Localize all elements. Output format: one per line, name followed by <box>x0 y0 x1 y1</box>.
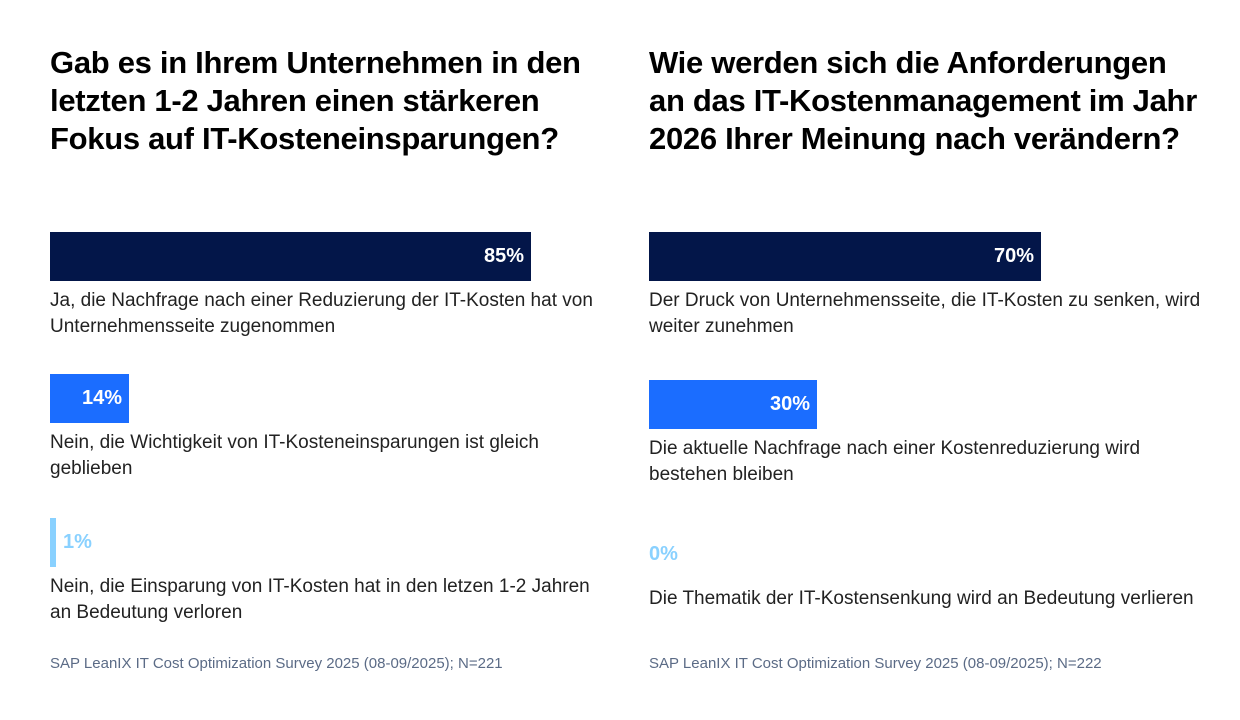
bar-row: 30% <box>649 380 1209 429</box>
bar <box>50 374 129 423</box>
value-label: 85% <box>483 245 524 267</box>
bar-item: 0% Die Thematik der IT-Kostensenkung wird… <box>649 530 1209 612</box>
value-label: 70% <box>993 245 1034 267</box>
bar-row: 85% <box>50 232 610 281</box>
value-label: 0% <box>649 543 678 565</box>
bar-item: 1% Nein, die Einsparung von IT-Kosten hat… <box>50 518 610 626</box>
chart-panel-fokus: Gab es in Ihrem Unternehmen in den letzt… <box>50 0 630 720</box>
bar <box>649 380 817 429</box>
chart-panel-anforderungen: Wie werden sich die Anforderungen an das… <box>649 0 1229 720</box>
bar-row: 1% <box>50 518 610 567</box>
bar-row: 14% <box>50 374 610 423</box>
source-note: SAP LeanIX IT Cost Optimization Survey 2… <box>649 655 1102 672</box>
value-label: 14% <box>81 387 122 409</box>
bar-item: 30% Die aktuelle Nachfrage nach einer Kos… <box>649 380 1209 488</box>
bar-item: 14% Nein, die Wichtigkeit von IT-Kostenei… <box>50 374 610 482</box>
bar-row: 0% <box>649 530 1209 579</box>
bar-item: 70% Der Druck von Unternehmensseite, die … <box>649 232 1209 340</box>
bar-item: 85% Ja, die Nachfrage nach einer Reduzier… <box>50 232 610 340</box>
chart-title: Gab es in Ihrem Unternehmen in den letzt… <box>50 45 581 156</box>
bar <box>50 518 56 567</box>
chart-title: Wie werden sich die Anforderungen an das… <box>649 45 1197 156</box>
category-label: Ja, die Nachfrage nach einer Reduzierung… <box>50 290 593 337</box>
category-label: Der Druck von Unternehmensseite, die IT-… <box>649 290 1201 337</box>
bar-row: 70% <box>649 232 1209 281</box>
value-label: 30% <box>769 393 810 415</box>
category-label: Die Thematik der IT-Kostensenkung wird a… <box>649 588 1194 609</box>
category-label: Nein, die Einsparung von IT-Kosten hat i… <box>50 576 590 623</box>
value-label: 1% <box>63 531 92 553</box>
category-label: Die aktuelle Nachfrage nach einer Kosten… <box>649 438 1141 485</box>
category-label: Nein, die Wichtigkeit von IT-Kosteneinsp… <box>50 432 539 479</box>
bar <box>50 232 531 281</box>
source-note: SAP LeanIX IT Cost Optimization Survey 2… <box>50 655 503 672</box>
bar <box>649 232 1041 281</box>
